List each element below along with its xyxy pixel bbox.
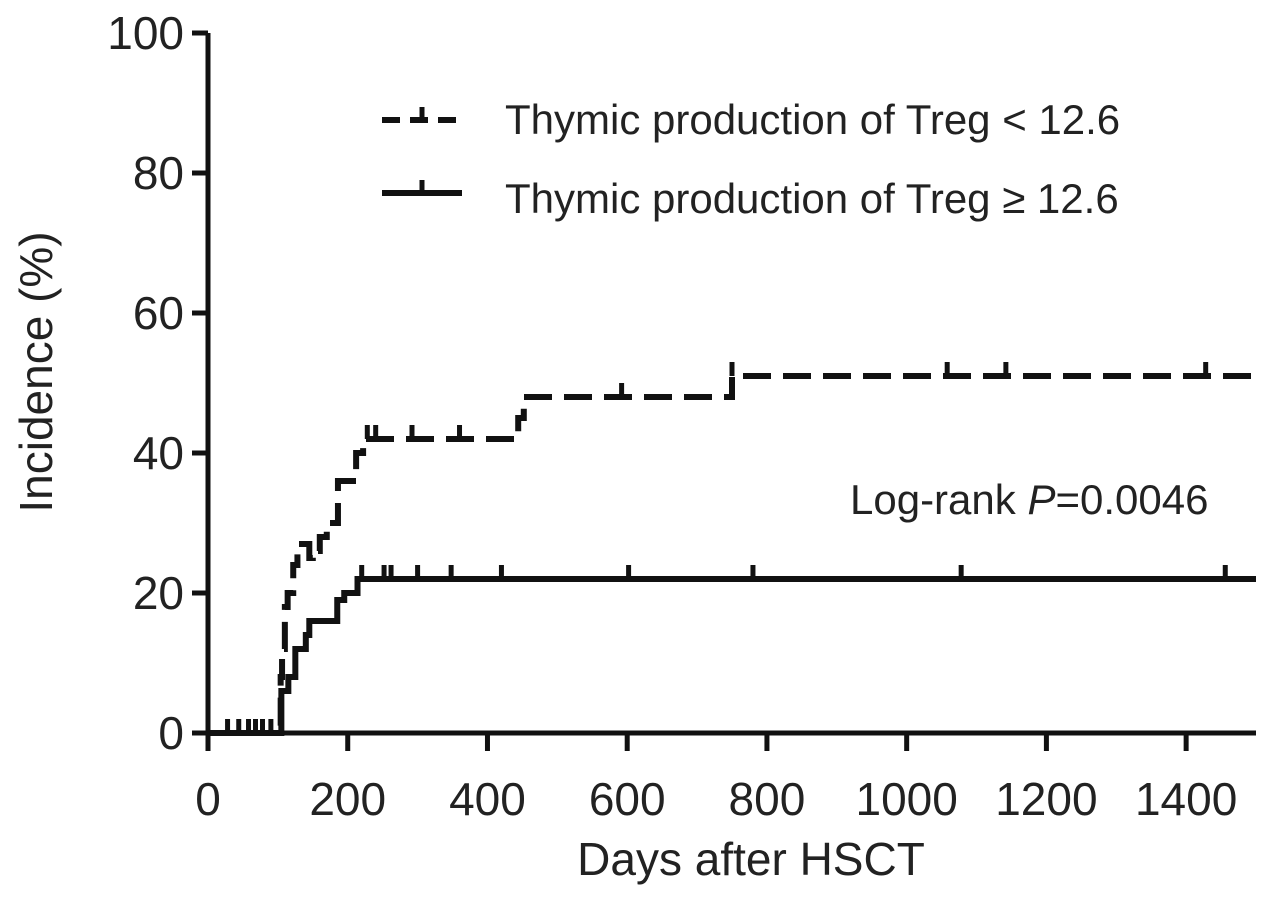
log-rank-p-symbol: P [1027,476,1055,523]
y-tick-label-5: 100 [107,7,184,59]
log-rank-prefix: Log-rank [850,476,1027,523]
legend-item-low: Thymic production of Treg < 12.6 [382,96,1120,143]
x-axis-title: Days after HSCT [577,833,925,885]
x-tick-label-2: 400 [449,773,526,825]
legend-label-high: Thymic production of Treg ≥ 12.6 [505,175,1119,222]
y-tick-label-4: 80 [133,147,184,199]
series-0 [208,362,1256,736]
x-tick-label-1: 200 [309,773,386,825]
series-line-0 [208,373,1256,736]
series-layer [208,362,1256,736]
legend: Thymic production of Treg < 12.6 Thymic … [382,96,1120,222]
x-tick-label-5: 1000 [855,773,957,825]
x-tick-label-3: 600 [589,773,666,825]
x-tick-label-0: 0 [195,773,221,825]
x-axis: 0 200 400 600 800 1000 1200 1400 [195,730,1256,825]
y-tick-label-3: 60 [133,287,184,339]
x-tick-label-6: 1200 [995,773,1097,825]
series-1 [208,565,1256,736]
legend-item-high: Thymic production of Treg ≥ 12.6 [382,175,1119,222]
y-ticks: 0 20 40 60 80 100 [107,7,208,759]
x-tick-label-4: 800 [729,773,806,825]
x-tick-label-7: 1400 [1135,773,1237,825]
y-tick-label-2: 40 [133,427,184,479]
legend-label-low: Thymic production of Treg < 12.6 [505,96,1120,143]
log-rank-value: =0.0046 [1055,476,1208,523]
log-rank-annotation: Log-rank P=0.0046 [850,476,1208,523]
y-tick-label-1: 20 [133,567,184,619]
y-axis-title: Incidence (%) [10,231,62,512]
x-ticks: 0 200 400 600 800 1000 1200 1400 [195,733,1237,825]
series-line-1 [208,576,1256,736]
y-tick-label-0: 0 [158,707,184,759]
y-axis: 0 20 40 60 80 100 [107,7,211,759]
